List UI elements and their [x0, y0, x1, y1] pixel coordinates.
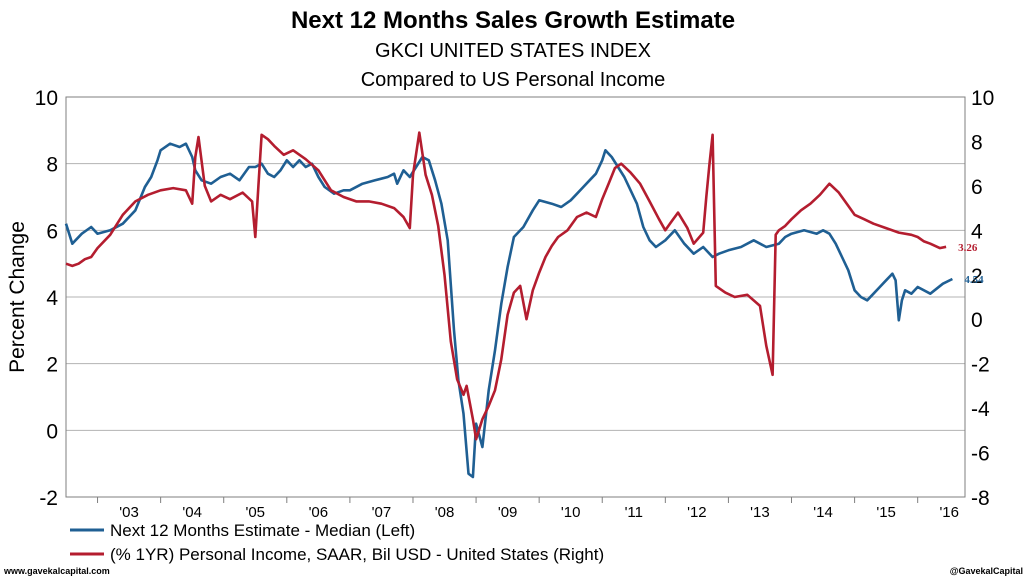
y-tick-label: 4: [46, 287, 58, 310]
y-tick-label: 10: [35, 87, 58, 110]
y-tick-label: 2: [46, 354, 58, 377]
y2-tick-label: 4: [971, 220, 983, 243]
x-tick-label: '03: [119, 504, 139, 521]
x-tick-label: '13: [750, 504, 770, 521]
y2-tick-label: -2: [971, 354, 990, 377]
y2-tick-label: -8: [971, 487, 990, 510]
x-tick-label: '05: [245, 504, 265, 521]
series-line-0: [64, 142, 953, 479]
chart-title: Next 12 Months Sales Growth Estimate: [291, 7, 735, 34]
chart-subtitle-2: Compared to US Personal Income: [361, 69, 666, 91]
x-tick-label: '04: [182, 504, 202, 521]
x-tick-label: '10: [561, 504, 581, 521]
series-end-label-1: 3.26: [958, 242, 978, 254]
plot-area: -2 0 2 4 6 8 10 -8 -6 -4 -2 0 2 4 6 8 10 '03 '04 '05 '06 '07 '…: [35, 87, 995, 521]
x-tick-label: '15: [876, 504, 896, 521]
y-tick-label: -2: [39, 487, 58, 510]
x-tick-label: '07: [372, 504, 392, 521]
legend-label-1: (% 1YR) Personal Income, SAAR, Bil USD -…: [110, 545, 604, 564]
x-tick-label: '06: [309, 504, 329, 521]
footer-handle: @GavekalCapital: [949, 566, 1023, 576]
chart-subtitle: GKCI UNITED STATES INDEX: [375, 40, 651, 62]
series-line-1: [65, 131, 947, 441]
x-tick-label: '14: [813, 504, 833, 521]
y-tick-label: 8: [46, 154, 58, 177]
legend-label-0: Next 12 Months Estimate - Median (Left): [110, 521, 415, 540]
x-tick-label: '09: [498, 504, 518, 521]
y2-tick-label: -4: [971, 398, 990, 421]
x-tick-label: '11: [625, 504, 643, 521]
y2-tick-label: 10: [971, 87, 994, 110]
legend: Next 12 Months Estimate - Median (Left) (…: [70, 521, 604, 564]
footer-website: www.gavekalcapital.com: [4, 566, 110, 576]
y2-tick-label: 2: [971, 265, 983, 288]
y2-tick-label: 0: [971, 309, 983, 332]
y2-tick-label: -6: [971, 443, 990, 466]
y2-tick-label: 8: [971, 131, 983, 154]
y-tick-label: 0: [46, 420, 58, 443]
y-tick-label: 6: [46, 220, 58, 243]
plot-border: [65, 96, 966, 498]
x-tick-label: '12: [687, 504, 707, 521]
x-tick-label: '16: [939, 504, 959, 521]
y-axis-label: Percent Change: [6, 221, 29, 373]
x-tick-label: '08: [435, 504, 455, 521]
series-end-label-0: 4.54: [964, 274, 984, 286]
y2-tick-label: 6: [971, 176, 983, 199]
